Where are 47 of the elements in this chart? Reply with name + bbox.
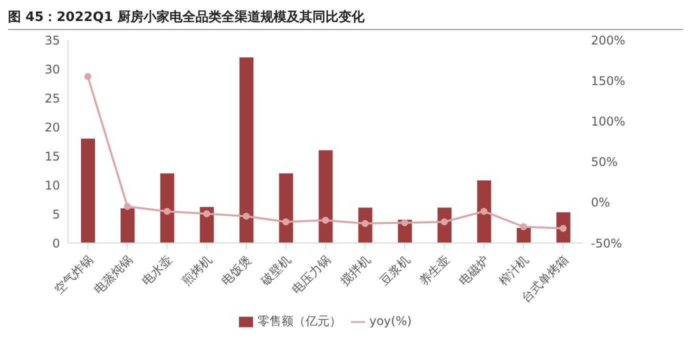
y2-tick-label: 150% <box>591 74 626 88</box>
x-tick-label: 豆浆机 <box>377 252 413 288</box>
legend-label: 零售额（亿元） <box>257 314 342 328</box>
point <box>322 216 329 224</box>
point <box>242 212 250 220</box>
point <box>84 73 92 80</box>
y-tick-label: 20 <box>44 120 60 134</box>
bar <box>279 173 294 243</box>
bar <box>81 138 95 243</box>
y-tick-label: 30 <box>44 62 60 76</box>
bar <box>477 180 492 243</box>
point <box>362 220 369 228</box>
point <box>560 224 567 232</box>
y-tick-label: 10 <box>44 178 60 192</box>
y2-tick-label: 50% <box>591 155 618 170</box>
x-tick-label: 煎烤机 <box>179 252 214 288</box>
y-tick-label: 25 <box>44 91 60 106</box>
y-tick-label: 35 <box>44 33 60 48</box>
x-tick-label: 电饭煲 <box>218 252 254 288</box>
bar <box>516 228 531 243</box>
point <box>480 208 488 215</box>
chart-title: 图 45：2022Q1 厨房小家电全品类全渠道规模及其同比变化 <box>8 8 683 30</box>
y-tick-label: 0 <box>52 236 60 250</box>
x-tick-label: 搅拌机 <box>338 252 373 288</box>
y2-tick-label: 200% <box>591 33 626 48</box>
x-tick-label: 养生壶 <box>416 252 452 288</box>
y2-tick-label: 100% <box>591 114 626 128</box>
bar <box>318 150 333 243</box>
point <box>203 210 210 218</box>
y2-tick-label: -50% <box>591 236 622 250</box>
point <box>440 218 448 226</box>
point <box>282 218 290 226</box>
bar <box>239 57 254 243</box>
point <box>164 208 171 215</box>
x-tick-label: 榨汁机 <box>496 252 532 288</box>
point <box>401 219 408 226</box>
legend-label: yoy(%) <box>369 314 412 328</box>
y-tick-label: 5 <box>52 207 60 222</box>
y-tick-label: 15 <box>44 149 60 164</box>
point <box>124 202 131 210</box>
bar <box>120 208 135 243</box>
x-tick-label: 电水壶 <box>139 252 175 288</box>
bar <box>200 207 214 243</box>
x-tick-label: 电磁炉 <box>456 252 492 288</box>
point <box>520 223 528 230</box>
bar <box>160 173 174 243</box>
y2-tick-label: 0% <box>591 196 610 210</box>
